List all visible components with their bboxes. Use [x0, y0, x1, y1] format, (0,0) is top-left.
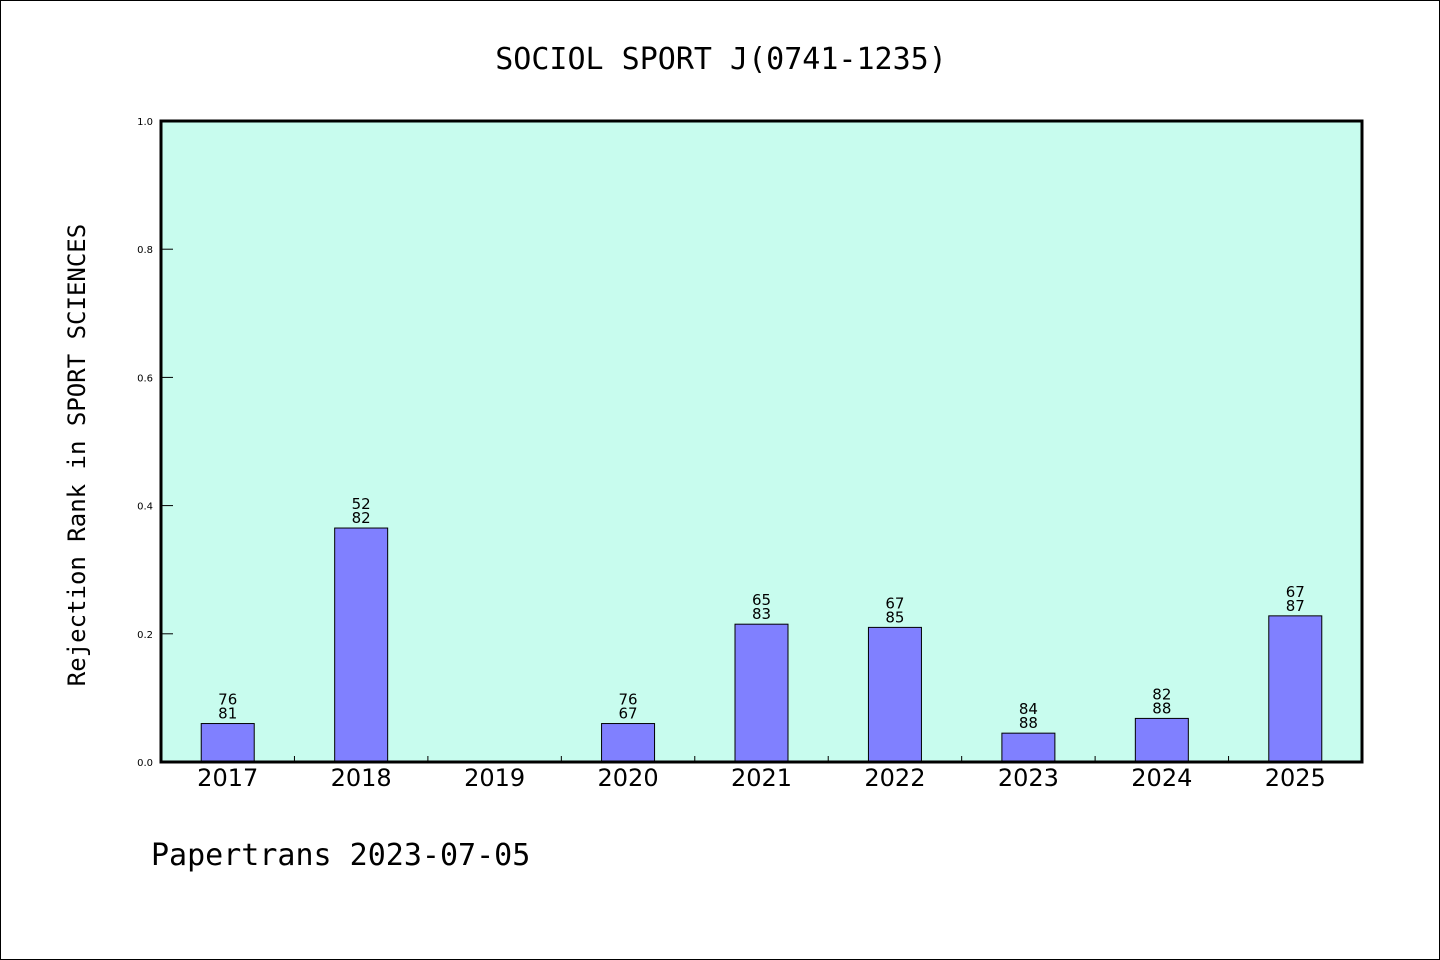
bar-2020 — [601, 723, 656, 763]
x-category-label: 2021 — [731, 764, 792, 792]
y-tick-label: 0.2 — [137, 630, 153, 641]
bar-2025 — [1268, 615, 1323, 763]
y-tick-label: 1.0 — [137, 117, 153, 128]
bar-label-bottom: 88 — [1019, 714, 1038, 732]
bar-2022 — [867, 626, 922, 763]
bar-label-bottom: 85 — [885, 608, 904, 626]
y-tick-label: 0.0 — [137, 758, 153, 769]
bar-label-top: 67 — [1286, 583, 1305, 601]
bar-label-bottom: 81 — [218, 705, 237, 723]
bar-2017 — [200, 723, 255, 763]
bar-label-top: 52 — [352, 495, 371, 513]
bar-label-top: 76 — [619, 691, 638, 709]
y-tick-label: 0.8 — [137, 245, 153, 256]
y-tick-label: 0.4 — [137, 502, 153, 513]
x-category-label: 2020 — [598, 764, 659, 792]
y-axis-label: Rejection Rank in SPORT SCIENCES — [63, 224, 91, 686]
bar-label-top: 82 — [1152, 685, 1171, 703]
x-category-label: 2023 — [998, 764, 1059, 792]
bars-group — [200, 527, 1323, 763]
footer-source-date: Papertrans 2023-07-05 — [151, 838, 530, 873]
x-category-label: 2018 — [331, 764, 392, 792]
bar-label-top: 76 — [218, 691, 237, 709]
x-axis-labels: 2017 2018 2019 2020 2021 2022 2023 2024 2025 — [197, 764, 1326, 792]
bar-label-top: 67 — [885, 594, 904, 612]
y-tick-label: 0.6 — [137, 373, 153, 384]
x-category-label: 2019 — [464, 764, 525, 792]
bar-label-bottom: 83 — [752, 605, 771, 623]
x-category-label: 2024 — [1131, 764, 1192, 792]
bar-2023 — [1001, 732, 1056, 763]
bar-label-bottom: 87 — [1286, 597, 1305, 615]
bar-2024 — [1134, 717, 1189, 763]
chart-title: SOCIOL SPORT J(0741-1235) — [495, 42, 947, 77]
x-category-label: 2017 — [197, 764, 258, 792]
bar-label-bottom: 88 — [1152, 699, 1171, 717]
plot-border — [159, 119, 1364, 764]
x-category-label: 2025 — [1265, 764, 1326, 792]
bar-2021 — [734, 623, 789, 763]
bar-label-top: 84 — [1019, 700, 1038, 718]
bar-label-bottom: 82 — [352, 509, 371, 527]
bar-label-top: 65 — [752, 591, 771, 609]
x-category-label: 2022 — [864, 764, 925, 792]
bar-label-bottom: 67 — [619, 705, 638, 723]
bar-2018 — [334, 527, 389, 763]
